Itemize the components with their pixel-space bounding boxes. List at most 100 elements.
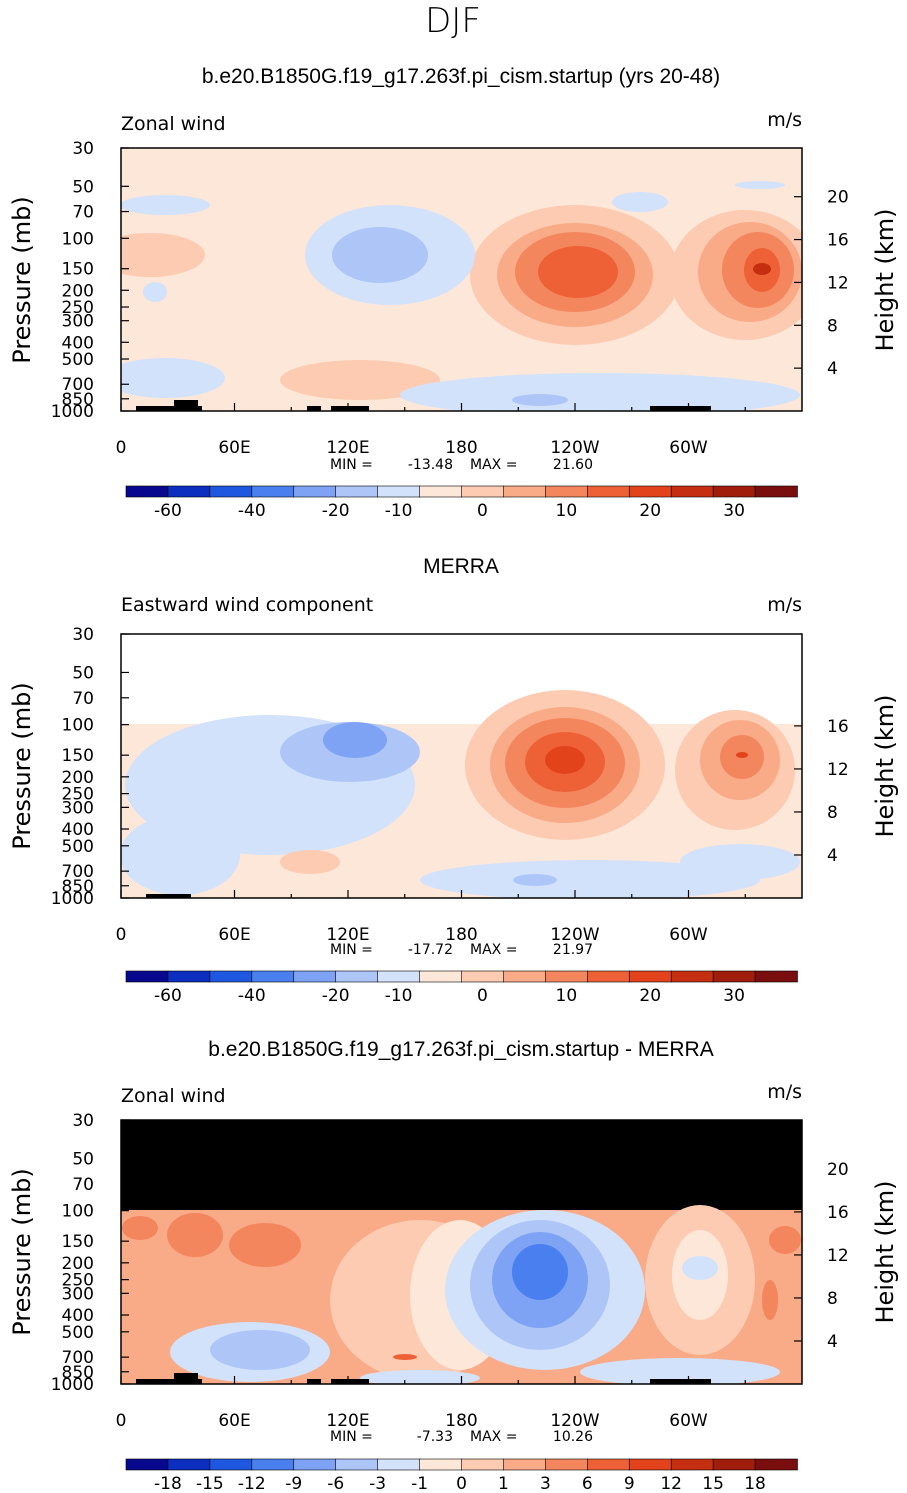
colorbar-label: -20: [322, 501, 350, 521]
topography-mask: [174, 400, 198, 411]
colorbar-label: -9: [285, 1474, 302, 1493]
y2-tick-label: 12: [827, 760, 849, 780]
x-tick-label: 120E: [326, 1411, 369, 1431]
contour-shape: [680, 844, 800, 880]
contour-shape: [121, 233, 205, 277]
contour-shape: [512, 394, 568, 406]
colorbar-label: 12: [660, 1474, 682, 1493]
stats: MIN = -7.33 MAX = 10.26: [330, 1429, 593, 1445]
stats: MIN = -13.48 MAX = 21.60: [330, 457, 593, 473]
contour-shape: [121, 815, 240, 895]
colorbar-swatch: [712, 485, 756, 498]
y2-tick-label: 12: [827, 1246, 849, 1266]
units-label: m/s: [767, 109, 802, 131]
colorbar-swatch: [670, 485, 714, 498]
colorbar-swatch: [670, 970, 714, 983]
contour-shape: [682, 1256, 718, 1280]
colorbar-swatch: [545, 1458, 589, 1471]
contour-field: [121, 1120, 802, 1384]
contour-shape: [360, 1370, 480, 1384]
contour-shape: [736, 752, 748, 758]
contour-shape: [332, 227, 428, 283]
colorbar-label: 10: [556, 986, 578, 1006]
y-tick-label: 30: [72, 1111, 94, 1131]
contour-shape: [143, 282, 167, 302]
colorbar-swatch: [209, 1458, 253, 1471]
colorbar-label: -40: [238, 986, 266, 1006]
x-tick-label: 180: [445, 925, 477, 945]
y-tick-label: 150: [62, 260, 94, 280]
colorbar-swatch: [251, 970, 295, 983]
colorbar-label: 18: [744, 1474, 766, 1493]
contour-shape: [420, 860, 760, 898]
y-tick-label: 100: [62, 1202, 94, 1222]
masked-area: [121, 1120, 802, 1210]
colorbar-label: -1: [411, 1474, 428, 1493]
contour-shape: [121, 195, 210, 215]
colorbar-swatch: [419, 1458, 463, 1471]
x-tick-label: 120E: [326, 925, 369, 945]
y-axis-title: Pressure (mb): [8, 1168, 36, 1335]
colorbar: -60 -40 -20 -10 0 10 20 30: [125, 485, 798, 521]
contour-field: [121, 634, 802, 898]
colorbar-swatch: [125, 1458, 169, 1471]
colorbar-swatch: [377, 1458, 421, 1471]
max-value: 10.26: [553, 1429, 593, 1445]
colorbar-swatch: [754, 970, 798, 983]
y-tick-label: 400: [62, 333, 94, 353]
colorbar-label: 30: [723, 986, 745, 1006]
colorbar-label: -10: [385, 501, 413, 521]
y-tick-label: 70: [72, 689, 94, 709]
colorbar-label: 0: [456, 1474, 467, 1493]
colorbar-swatch: [754, 485, 798, 498]
x-axis: 0 60E 120E 180 120W 60W: [116, 403, 746, 458]
panel-title: MERRA: [423, 555, 499, 578]
panel-diff: b.e20.B1850G.f19_g17.263f.pi_cism.startu…: [8, 1038, 899, 1493]
colorbar-swatch: [125, 970, 169, 983]
colorbar-swatch: [670, 1458, 714, 1471]
contour-shape: [753, 263, 771, 275]
stats: MIN = -17.72 MAX = 21.97: [330, 942, 593, 958]
min-label: MIN =: [330, 1429, 373, 1445]
colorbar-swatch: [377, 485, 421, 498]
y2-tick-label: 8: [827, 316, 838, 336]
y-tick-label: 850: [62, 1363, 94, 1383]
x-tick-label: 120W: [550, 925, 599, 945]
colorbar-swatch: [587, 1458, 631, 1471]
colorbar-swatch: [712, 970, 756, 983]
colorbar-label: 10: [556, 501, 578, 521]
x-axis: 0 60E 120E 180 120W 60W: [116, 890, 746, 945]
y2-tick-label: 8: [827, 803, 838, 823]
units-label: m/s: [767, 594, 802, 616]
y-tick-label: 200: [62, 1254, 94, 1274]
y-tick-label: 150: [62, 746, 94, 766]
colorbar-swatch: [167, 970, 211, 983]
units-label: m/s: [767, 1081, 802, 1103]
colorbar-label: -60: [154, 986, 182, 1006]
x-tick-label: 60E: [218, 438, 250, 458]
colorbar-swatch: [293, 970, 337, 983]
colorbar-swatch: [545, 970, 589, 983]
colorbar-swatch: [251, 1458, 295, 1471]
colorbar-label: -6: [327, 1474, 344, 1493]
y-tick-label: 400: [62, 820, 94, 840]
max-label: MAX =: [470, 457, 517, 473]
panel-title: b.e20.B1850G.f19_g17.263f.pi_cism.startu…: [202, 65, 720, 88]
colorbar-swatch: [754, 1458, 798, 1471]
colorbar-label: 20: [639, 986, 661, 1006]
colorbar-swatch: [461, 970, 505, 983]
y-tick-label: 70: [72, 1175, 94, 1195]
contour-shape: [538, 246, 618, 298]
x-tick-label: 60E: [218, 925, 250, 945]
topography-mask: [650, 1379, 711, 1384]
y-tick-label: 500: [62, 1323, 94, 1343]
colorbar-swatch: [419, 485, 463, 498]
y-tick-label: 200: [62, 768, 94, 788]
y2-tick-label: 12: [827, 273, 849, 293]
page-title: DJF: [425, 1, 481, 41]
y2-tick-label: 16: [827, 231, 849, 251]
colorbar-label: -40: [238, 501, 266, 521]
topography-mask: [136, 1379, 202, 1384]
colorbar-swatch: [628, 485, 672, 498]
